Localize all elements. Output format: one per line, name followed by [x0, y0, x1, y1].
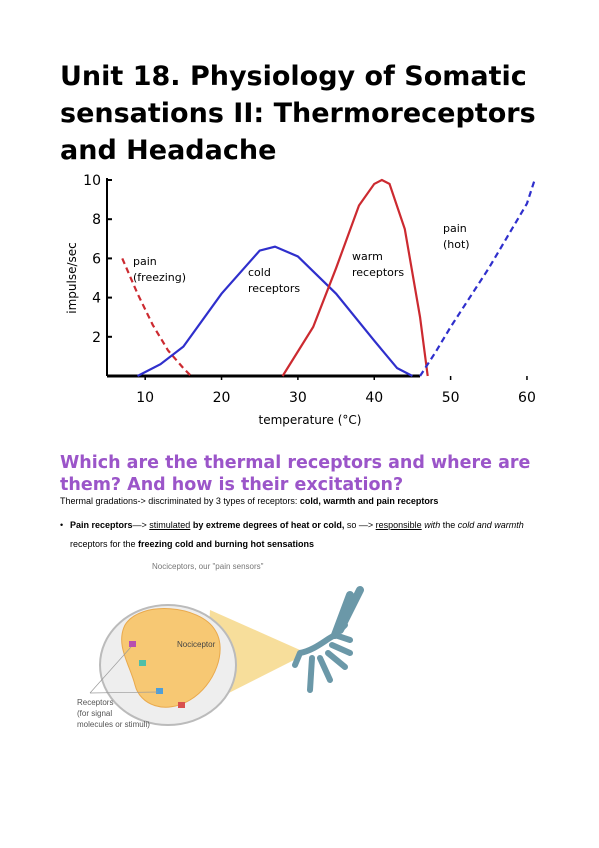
text-run: receptors for the [70, 539, 139, 549]
y-tick-label: 10 [83, 173, 101, 189]
curve-label: warm receptors [352, 250, 405, 279]
pointer [89, 691, 159, 694]
hand [292, 622, 353, 693]
text-run: —> [132, 520, 150, 530]
receptor-label: Receptors (for signal molecules or stimu… [77, 697, 150, 730]
text-run: with [421, 520, 441, 530]
text-run: Pain receptors [70, 520, 133, 530]
label-line: Receptors [77, 698, 114, 707]
text-run: stimulated [149, 520, 191, 530]
text-run: and [474, 520, 495, 530]
receptor [129, 641, 136, 647]
nociceptor-cell [121, 608, 221, 708]
label-line: (for signal [77, 709, 113, 718]
receptor [156, 688, 163, 694]
y-tick-label: 8 [92, 212, 101, 228]
text-run: responsible [375, 520, 422, 530]
y-tick-label: 6 [92, 251, 101, 267]
pointer [89, 646, 132, 694]
series-line [137, 245, 413, 377]
title: Unit 18. Physiology of Somatic sensation… [60, 61, 536, 166]
chart: 2 4 6 8 10 10 20 30 40 50 60 temperature (°C) impuls… [65, 173, 536, 427]
arm [331, 586, 364, 639]
series-line [419, 179, 536, 377]
y-tick-label: 4 [92, 291, 101, 307]
x-tick-label: 20 [213, 390, 231, 406]
receptor [178, 702, 185, 708]
curve-label: pain (hot) [443, 222, 470, 251]
text-run: warmth [494, 520, 524, 530]
curve-label: pain (freezing) [133, 255, 187, 284]
text-run: cold, warmth and pain receptors [299, 496, 439, 506]
y-axis-label: impulse/sec [65, 242, 79, 314]
text-run: Thermal gradations-> discriminated by 3 … [60, 496, 300, 506]
bullet-item: Pain receptors—> stimulated by extreme d… [60, 516, 560, 554]
y-tick-label: 2 [92, 330, 101, 346]
x-tick-label: 40 [365, 390, 383, 406]
illustration [89, 586, 364, 726]
cell-label: Nociceptor [177, 640, 216, 649]
x-tick-label: 30 [289, 390, 307, 406]
x-tick-label: 50 [442, 390, 460, 406]
curve-label: cold receptors [248, 266, 301, 295]
receptor [139, 660, 146, 666]
series-line [281, 178, 429, 377]
x-tick-label: 10 [136, 390, 154, 406]
text-run: so —> [344, 520, 376, 530]
text-run: freezing cold and burning hot sensations [138, 539, 315, 549]
text-run: the [440, 520, 458, 530]
section-heading: Which are the thermal receptors and wher… [60, 453, 531, 495]
figure-caption: Nociceptors, our "pain sensors" [152, 562, 264, 571]
label-line: molecules or stimuli) [77, 720, 150, 729]
series-line [121, 257, 192, 377]
x-axis-label: temperature (°C) [259, 413, 362, 427]
x-tick-label: 60 [518, 390, 536, 406]
text-run: by extreme degrees of heat or cold, [190, 520, 345, 530]
paragraph: Thermal gradations-> discriminated by 3 … [60, 496, 580, 506]
text-run: cold [457, 520, 475, 530]
